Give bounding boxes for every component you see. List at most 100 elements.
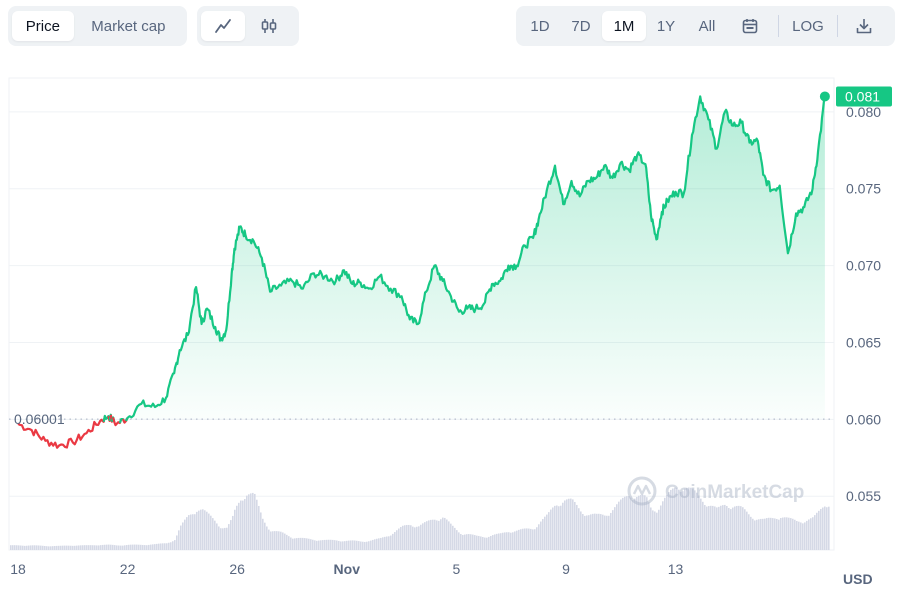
download-button[interactable] [844, 11, 884, 41]
range-1m[interactable]: 1M [602, 11, 646, 41]
volume-bar [256, 499, 258, 550]
volume-bar [386, 536, 388, 550]
volume-bar [664, 497, 666, 550]
volume-bar [458, 532, 460, 550]
candlestick-button[interactable] [245, 11, 293, 41]
volume-bar [114, 545, 116, 550]
range-7d[interactable]: 7D [571, 17, 591, 35]
volume-bar [124, 545, 126, 550]
volume-bar [784, 517, 786, 550]
volume-bar [466, 534, 468, 550]
volume-bar [182, 522, 184, 550]
range-all[interactable]: All [698, 17, 716, 35]
volume-bar [512, 532, 514, 550]
volume-bar [556, 505, 558, 550]
volume-bar [730, 509, 732, 550]
volume-bar [264, 522, 266, 550]
volume-bar [534, 529, 536, 550]
volume-bar [542, 519, 544, 550]
volume-bar [780, 518, 782, 550]
volume-bar [96, 545, 98, 550]
volume-bar [200, 509, 202, 550]
volume-bar [456, 530, 458, 550]
volume-bar [358, 541, 360, 550]
volume-bar [524, 528, 526, 550]
range-1d[interactable]: 1D [530, 17, 550, 35]
volume-bar [706, 506, 708, 550]
volume-bar [690, 487, 692, 550]
volume-bar [738, 505, 740, 550]
tab-market-cap[interactable]: Market cap [91, 17, 166, 35]
volume-bar [536, 527, 538, 550]
volume-bar [310, 539, 312, 550]
tab-price[interactable]: Price [12, 11, 74, 41]
volume-bar [40, 545, 42, 550]
volume-bar [284, 533, 286, 550]
volume-bar [568, 498, 570, 550]
price-line [17, 95, 826, 449]
volume-bar [230, 520, 232, 550]
volume-bar [250, 493, 252, 550]
volume-bar [212, 518, 214, 550]
volume-bar [34, 545, 36, 550]
volume-bar [714, 506, 716, 550]
y-axis: 0.080 0.075 0.070 0.065 0.060 0.055 [846, 104, 881, 504]
y-tick-label: 0.070 [846, 258, 881, 274]
volume-bar [736, 505, 738, 550]
volume-bar [432, 519, 434, 550]
volume-bar [440, 519, 442, 550]
volume-bar [174, 540, 176, 550]
volume-bar [460, 534, 462, 550]
volume-bar [372, 539, 374, 550]
volume-bar [552, 507, 554, 550]
volume-bar [396, 530, 398, 550]
volume-bar [494, 534, 496, 550]
volume-bar [290, 537, 292, 550]
volume-bar [450, 523, 452, 550]
volume-bar [176, 535, 178, 550]
volume-bar [60, 545, 62, 550]
volume-bar [768, 517, 770, 550]
volume-bar [540, 521, 542, 550]
volume-bar [112, 544, 114, 550]
volume-bar [62, 545, 64, 550]
volume-bar [774, 518, 776, 550]
line-chart-button[interactable] [201, 11, 245, 41]
volume-bar [348, 540, 350, 550]
current-price-dot [819, 91, 830, 102]
volume-bar [78, 545, 80, 550]
volume-bar [558, 506, 560, 550]
volume-bar [186, 517, 188, 550]
volume-bar [560, 505, 562, 550]
volume-bar [238, 502, 240, 550]
volume-bar [758, 519, 760, 550]
x-tick-label: Nov [334, 561, 361, 577]
volume-bar [194, 514, 196, 550]
volume-bar [422, 523, 424, 550]
volume-bar [408, 524, 410, 550]
volume-bar [428, 520, 430, 550]
volume-bar [26, 545, 28, 550]
volume-bar [184, 519, 186, 550]
volume-bar [362, 541, 364, 550]
volume-bar [436, 520, 438, 550]
price-area [18, 96, 825, 420]
volume-bar [442, 517, 444, 550]
volume-bar [582, 514, 584, 550]
volume-bar [84, 545, 86, 550]
type-tabs: Price Market cap [8, 6, 187, 46]
range-1y[interactable]: 1Y [656, 17, 676, 35]
volume-bar [570, 498, 572, 550]
volume-bar [692, 488, 694, 550]
volume-bar [162, 543, 164, 550]
log-scale-button[interactable]: LOG [792, 17, 824, 35]
volume-bar [302, 537, 304, 550]
calendar-button[interactable] [728, 11, 772, 41]
volume-bar [72, 545, 74, 550]
volume-bar [820, 508, 822, 550]
range-toolbar: 1D 7D 1M 1Y All LOG [516, 6, 895, 46]
volume-bar [606, 515, 608, 550]
volume-bar [644, 495, 646, 550]
volume-bar [716, 507, 718, 550]
